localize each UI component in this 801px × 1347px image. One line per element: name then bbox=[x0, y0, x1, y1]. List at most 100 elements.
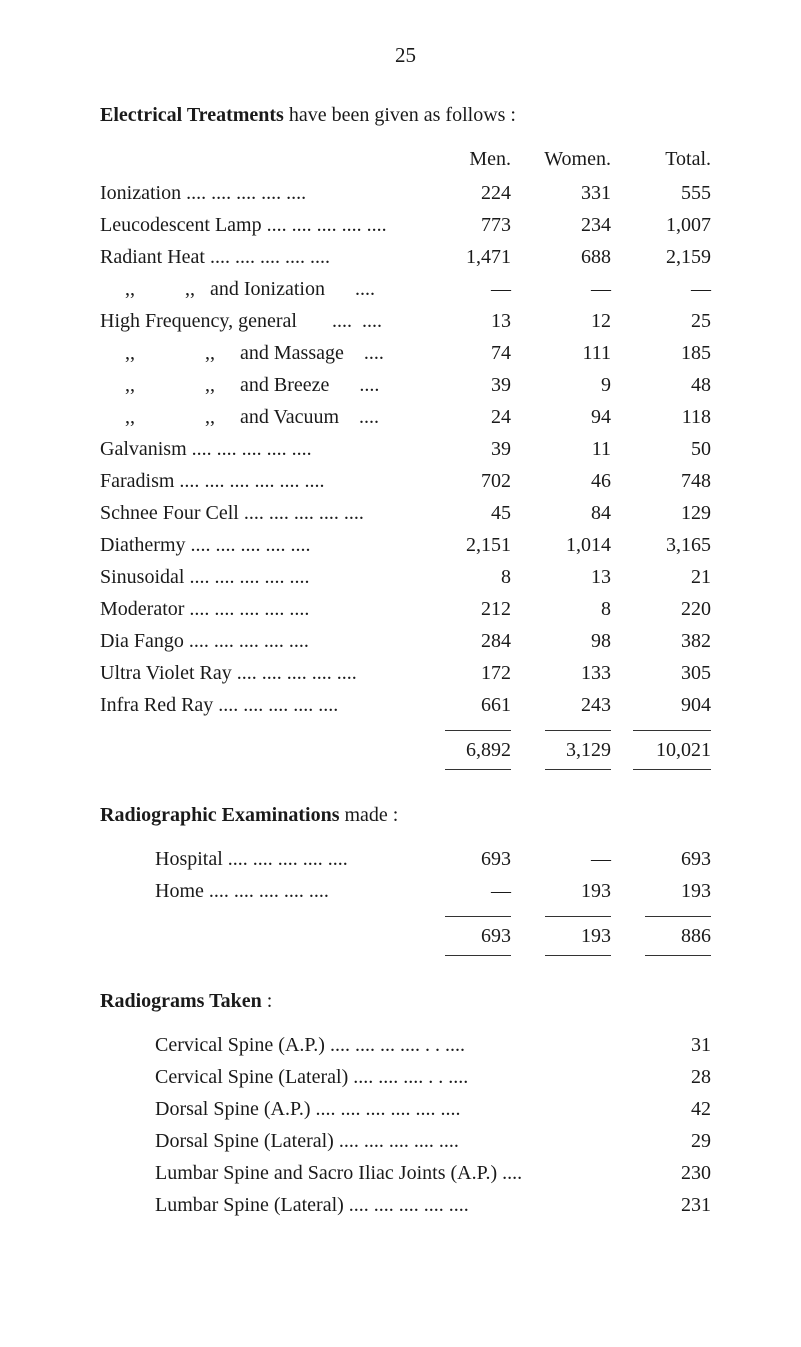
row-women: 133 bbox=[511, 658, 611, 688]
row-label: Schnee Four Cell bbox=[100, 498, 423, 528]
table-row: Dorsal Spine (A.P.) .... .... .... .... … bbox=[155, 1094, 711, 1126]
radiographic-rule-top bbox=[100, 916, 711, 917]
row-men: 773 bbox=[423, 210, 511, 240]
row-women: 331 bbox=[511, 178, 611, 208]
row-total: 118 bbox=[611, 402, 711, 432]
row-men: 39 bbox=[423, 370, 511, 400]
row-men: 693 bbox=[423, 844, 511, 874]
row-total: 2,159 bbox=[611, 242, 711, 272]
table-row: ,, ,, and Ionization ....——— bbox=[100, 274, 711, 306]
radiographic-totals: 693 193 886 bbox=[100, 917, 711, 955]
radiographic-section: Radiographic Examinations made : Hospita… bbox=[100, 800, 711, 956]
row-women: 243 bbox=[511, 690, 611, 720]
row-label: Diathermy bbox=[100, 530, 423, 560]
row-women: 8 bbox=[511, 594, 611, 624]
electrical-title: Electrical Treatments have been given as… bbox=[100, 100, 711, 130]
row-label: Ionization bbox=[100, 178, 423, 208]
radiograms-table: Cervical Spine (A.P.) .... .... ... ....… bbox=[100, 1030, 711, 1222]
row-label: Leucodescent Lamp bbox=[100, 210, 423, 240]
row-men: 702 bbox=[423, 466, 511, 496]
row-total: 193 bbox=[611, 876, 711, 906]
row-label: High Frequency, general .... .... bbox=[100, 306, 423, 336]
row-women: 46 bbox=[511, 466, 611, 496]
row-total: 220 bbox=[611, 594, 711, 624]
row-men: 13 bbox=[423, 306, 511, 336]
table-row: Lumbar Spine and Sacro Iliac Joints (A.P… bbox=[155, 1158, 711, 1190]
table-row: Dia Fango28498382 bbox=[100, 626, 711, 658]
row-total: 382 bbox=[611, 626, 711, 656]
table-row: Ultra Violet Ray172133305 bbox=[100, 658, 711, 690]
row-label: Lumbar Spine and Sacro Iliac Joints (A.P… bbox=[155, 1158, 641, 1188]
electrical-table: Ionization224331555Leucodescent Lamp7732… bbox=[100, 178, 711, 722]
row-men: 661 bbox=[423, 690, 511, 720]
table-row: Radiant Heat1,4716882,159 bbox=[100, 242, 711, 274]
table-row: Ionization224331555 bbox=[100, 178, 711, 210]
row-value: 31 bbox=[641, 1030, 711, 1060]
radiographic-table: Hospital693—693Home—193193 bbox=[100, 844, 711, 908]
header-total: Total. bbox=[611, 144, 711, 174]
radiographic-total-women: 193 bbox=[511, 921, 611, 951]
row-label: Home bbox=[155, 876, 423, 906]
row-total: 21 bbox=[611, 562, 711, 592]
row-women: — bbox=[511, 274, 611, 304]
radiographic-total-men: 693 bbox=[423, 921, 511, 951]
row-men: 39 bbox=[423, 434, 511, 464]
row-women: — bbox=[511, 844, 611, 874]
row-men: 284 bbox=[423, 626, 511, 656]
row-label: ,, ,, and Vacuum .... bbox=[100, 402, 423, 432]
row-label: Moderator bbox=[100, 594, 423, 624]
row-men: 224 bbox=[423, 178, 511, 208]
row-men: 74 bbox=[423, 338, 511, 368]
row-men: 45 bbox=[423, 498, 511, 528]
row-men: 2,151 bbox=[423, 530, 511, 560]
table-row: Sinusoidal81321 bbox=[100, 562, 711, 594]
electrical-title-bold: Electrical Treatments bbox=[100, 104, 284, 126]
row-women: 13 bbox=[511, 562, 611, 592]
radiographic-title-rest: made : bbox=[339, 804, 398, 826]
row-women: 9 bbox=[511, 370, 611, 400]
row-total: — bbox=[611, 274, 711, 304]
row-women: 1,014 bbox=[511, 530, 611, 560]
row-value: 28 bbox=[641, 1062, 711, 1092]
row-total: 1,007 bbox=[611, 210, 711, 240]
table-row: Dorsal Spine (Lateral) .... .... .... ..… bbox=[155, 1126, 711, 1158]
row-women: 234 bbox=[511, 210, 611, 240]
electrical-total-total: 10,021 bbox=[611, 735, 711, 765]
row-label: ,, ,, and Breeze .... bbox=[100, 370, 423, 400]
radiograms-title-bold: Radiograms Taken bbox=[100, 990, 262, 1012]
radiographic-rule-bottom bbox=[100, 955, 711, 956]
row-women: 84 bbox=[511, 498, 611, 528]
electrical-headers: Men. Women. Total. bbox=[100, 144, 711, 174]
page-number: 25 bbox=[100, 40, 711, 72]
row-total: 748 bbox=[611, 466, 711, 496]
row-label: Radiant Heat bbox=[100, 242, 423, 272]
table-row: ,, ,, and Breeze ....39948 bbox=[100, 370, 711, 402]
row-men: 24 bbox=[423, 402, 511, 432]
row-label: Lumbar Spine (Lateral) .... .... .... ..… bbox=[155, 1190, 641, 1220]
row-total: 48 bbox=[611, 370, 711, 400]
row-total: 25 bbox=[611, 306, 711, 336]
radiograms-title: Radiograms Taken : bbox=[100, 986, 711, 1016]
table-row: Lumbar Spine (Lateral) .... .... .... ..… bbox=[155, 1190, 711, 1222]
row-men: 8 bbox=[423, 562, 511, 592]
electrical-rule-bottom bbox=[100, 769, 711, 770]
row-label: Infra Red Ray bbox=[100, 690, 423, 720]
radiograms-title-rest: : bbox=[262, 990, 273, 1012]
table-row: High Frequency, general .... ....131225 bbox=[100, 306, 711, 338]
table-row: ,, ,, and Vacuum ....2494118 bbox=[100, 402, 711, 434]
table-row: Cervical Spine (Lateral) .... .... .... … bbox=[155, 1062, 711, 1094]
row-label: Dorsal Spine (A.P.) .... .... .... .... … bbox=[155, 1094, 641, 1124]
row-men: — bbox=[423, 274, 511, 304]
row-value: 230 bbox=[641, 1158, 711, 1188]
row-men: 212 bbox=[423, 594, 511, 624]
row-total: 3,165 bbox=[611, 530, 711, 560]
row-label: Sinusoidal bbox=[100, 562, 423, 592]
table-row: Hospital693—693 bbox=[100, 844, 711, 876]
radiographic-title: Radiographic Examinations made : bbox=[100, 800, 711, 830]
row-women: 98 bbox=[511, 626, 611, 656]
row-label: Galvanism bbox=[100, 434, 423, 464]
row-women: 12 bbox=[511, 306, 611, 336]
table-row: Home—193193 bbox=[100, 876, 711, 908]
row-total: 555 bbox=[611, 178, 711, 208]
row-total: 693 bbox=[611, 844, 711, 874]
